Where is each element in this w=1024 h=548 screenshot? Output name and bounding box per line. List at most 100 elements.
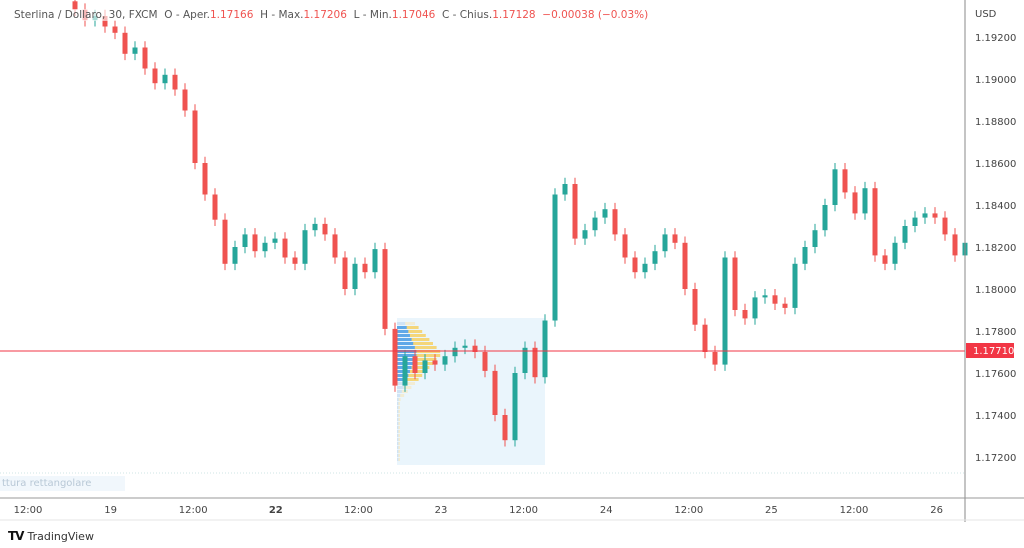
candle-body xyxy=(782,303,788,308)
change-value: −0.00038 (−0.03%) xyxy=(542,9,649,21)
candle-body xyxy=(492,370,498,415)
profile-bar xyxy=(397,394,405,397)
profile-bar xyxy=(397,354,417,357)
profile-bar xyxy=(397,450,400,453)
price-tick-label: 1.18000 xyxy=(975,285,1016,296)
candle-body xyxy=(532,347,538,378)
price-tick-label: 1.18600 xyxy=(975,159,1016,170)
candle-body xyxy=(432,360,438,365)
open-value: 1.17166 xyxy=(209,9,254,21)
candle-body xyxy=(922,213,928,218)
symbol-name[interactable]: Sterlina / Dollaro, 30, FXCM xyxy=(14,9,158,21)
candle-body xyxy=(732,257,738,310)
candle-body xyxy=(822,205,828,231)
price-tick-label: 1.18800 xyxy=(975,117,1016,128)
profile-bar xyxy=(397,434,400,437)
high-label: H - Max. xyxy=(260,9,304,21)
candle-body xyxy=(402,356,408,386)
candle-body xyxy=(842,169,848,193)
price-chart[interactable]: USD 1.192001.190001.188001.186001.184001… xyxy=(0,0,1024,522)
candle-body xyxy=(242,234,248,247)
candle-body xyxy=(812,230,818,247)
profile-bar xyxy=(397,406,400,409)
candle-body xyxy=(702,324,708,352)
candle-body xyxy=(662,234,668,252)
time-axis[interactable]: 12:00 19 12:00 22 12:00 23 12:00 24 12:00 25 12:00… xyxy=(14,505,943,516)
candle-body xyxy=(252,234,258,252)
candle-body xyxy=(182,89,188,111)
price-axis[interactable]: 1.19200 1.19000 1.18800 1.18600 1.18400 1.182… xyxy=(975,33,1016,464)
close-value: 1.17128 xyxy=(492,9,536,21)
time-tick-label: 25 xyxy=(765,505,778,516)
candle-body xyxy=(412,356,418,373)
time-tick-label: 26 xyxy=(930,505,943,516)
candle-body xyxy=(752,297,758,319)
profile-bar xyxy=(397,378,419,381)
time-tick-label: 19 xyxy=(104,505,117,516)
tradingview-brand[interactable]: TV TradingView xyxy=(8,529,94,543)
candle-body xyxy=(152,68,158,84)
candle-body xyxy=(362,263,368,273)
candle-body xyxy=(772,295,778,304)
candle-body xyxy=(792,263,798,308)
time-tick-label: 12:00 xyxy=(344,505,373,516)
profile-bar xyxy=(397,390,402,393)
profile-bar xyxy=(397,346,437,349)
candle-body xyxy=(912,217,918,226)
candle-body xyxy=(852,192,858,214)
candle-body xyxy=(262,242,268,252)
profile-bar xyxy=(397,346,415,349)
candle-body xyxy=(212,194,218,220)
candle-body xyxy=(832,169,838,205)
candle-body xyxy=(572,184,578,239)
time-tick-label: 12:00 xyxy=(14,505,43,516)
profile-bar xyxy=(397,402,399,405)
profile-bar xyxy=(397,354,441,357)
candle-body xyxy=(762,295,768,298)
candle-body xyxy=(932,213,938,218)
candle-body xyxy=(392,328,398,386)
brand-name: TradingView xyxy=(27,529,94,543)
profile-bar xyxy=(397,326,407,329)
candle-body xyxy=(582,230,588,239)
candle-body xyxy=(442,356,448,365)
time-tick-label: 12:00 xyxy=(674,505,703,516)
candle-body xyxy=(502,415,508,441)
price-tick-label: 1.19000 xyxy=(975,75,1016,86)
currency-label: USD xyxy=(975,9,997,20)
candle-body xyxy=(462,345,468,348)
time-tick-label: 24 xyxy=(600,505,613,516)
candle-body xyxy=(122,32,128,54)
profile-bar xyxy=(397,390,408,393)
candle-body xyxy=(222,219,228,264)
profile-bar xyxy=(397,438,400,441)
high-value: 1.17206 xyxy=(303,9,347,21)
profile-bar xyxy=(397,430,400,433)
profile-bar xyxy=(397,322,415,325)
candle-body xyxy=(902,226,908,243)
profile-bar xyxy=(397,398,399,401)
candle-body xyxy=(622,234,628,258)
candle-body xyxy=(172,74,178,90)
current-price-label: 1.17710 xyxy=(973,346,1014,357)
time-tick-label: 12:00 xyxy=(179,505,208,516)
profile-bar xyxy=(397,426,399,429)
profile-bar xyxy=(397,326,419,329)
profile-bar xyxy=(397,334,426,337)
profile-bar xyxy=(397,446,400,449)
profile-bar xyxy=(397,450,399,453)
candle-body xyxy=(632,257,638,273)
profile-bar xyxy=(397,414,400,417)
profile-bar xyxy=(397,410,400,413)
candle-body xyxy=(712,352,718,365)
profile-bar xyxy=(397,418,399,421)
profile-bar xyxy=(397,370,426,373)
candle-body xyxy=(722,257,728,365)
candle-body xyxy=(522,347,528,373)
candle-body xyxy=(132,47,138,54)
profile-bar xyxy=(397,410,399,413)
candle-body xyxy=(142,47,148,69)
time-tick-label: 22 xyxy=(269,505,283,516)
candle-body xyxy=(292,257,298,264)
candles xyxy=(72,0,968,447)
